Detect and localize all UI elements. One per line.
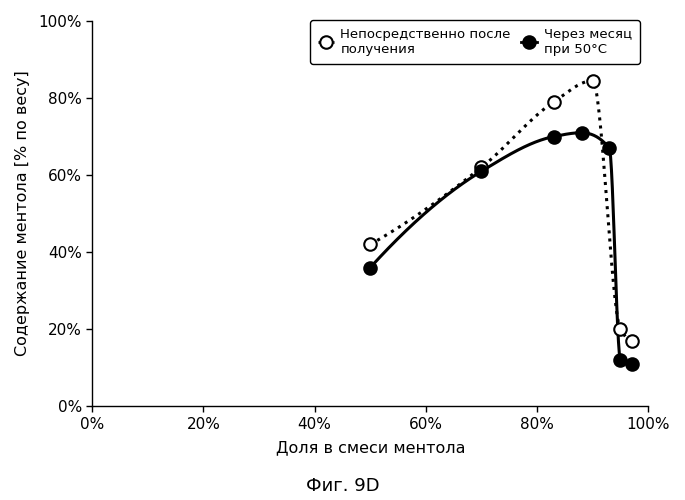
Legend: Непосредственно после
получения, Через месяц
при 50°C: Непосредственно после получения, Через м… <box>310 20 640 64</box>
Y-axis label: Содержание ментола [% по весу]: Содержание ментола [% по весу] <box>15 70 30 356</box>
Text: Фиг. 9D: Фиг. 9D <box>306 477 379 495</box>
X-axis label: Доля в смеси ментола: Доля в смеси ментола <box>275 440 465 455</box>
